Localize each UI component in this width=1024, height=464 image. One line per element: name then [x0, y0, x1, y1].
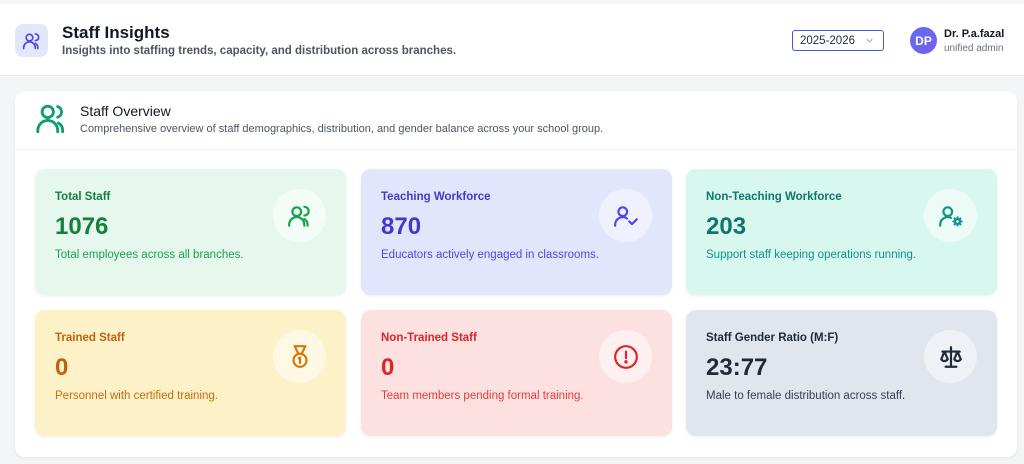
- card-value: 203: [706, 213, 747, 240]
- card-label: Teaching Workforce: [381, 191, 491, 203]
- card-value: 1076: [55, 213, 109, 240]
- card-value: 23:77: [706, 354, 768, 381]
- card-description: Personnel with certified training.: [55, 390, 218, 402]
- user-check-icon: [599, 189, 652, 242]
- teaching-workforce-card: Teaching Workforce 870 Educators activel…: [361, 169, 672, 295]
- academic-year-value: 2025-2026: [800, 34, 855, 47]
- card-label: Trained Staff: [55, 332, 125, 344]
- card-description: Male to female distribution across staff…: [706, 390, 906, 402]
- card-label: Non-Teaching Workforce: [706, 191, 842, 203]
- section-subtitle: Comprehensive overview of staff demograp…: [80, 123, 604, 135]
- alert-circle-icon: [599, 330, 652, 383]
- staff-overview-panel: Staff Overview Comprehensive overview of…: [15, 91, 1017, 457]
- panel-header: Staff Overview Comprehensive overview of…: [15, 91, 1017, 150]
- card-value: 870: [381, 213, 422, 240]
- users-icon: [36, 104, 65, 134]
- user-cog-icon: [924, 189, 977, 242]
- avatar[interactable]: DP: [910, 27, 937, 54]
- users-icon: [15, 24, 48, 57]
- card-description: Total employees across all branches.: [55, 249, 244, 261]
- users-icon: [273, 189, 326, 242]
- card-description: Team members pending formal training.: [381, 390, 584, 402]
- user-role: unified admin: [944, 43, 1004, 54]
- non-teaching-workforce-card: Non-Teaching Workforce 203 Support staff…: [686, 169, 997, 295]
- top-header: Staff Insights Insights into staffing tr…: [0, 4, 1024, 76]
- card-label: Staff Gender Ratio (M:F): [706, 332, 839, 344]
- chevron-down-icon: [866, 38, 873, 43]
- card-label: Total Staff: [55, 191, 111, 203]
- page-subtitle: Insights into staffing trends, capacity,…: [62, 45, 457, 57]
- card-description: Support staff keeping operations running…: [706, 249, 917, 261]
- non-trained-staff-card: Non-Trained Staff 0 Team members pending…: [361, 310, 672, 436]
- card-description: Educators actively engaged in classrooms…: [381, 249, 599, 261]
- page-title: Staff Insights: [62, 23, 170, 42]
- gender-ratio-card: Staff Gender Ratio (M:F) 23:77 Male to f…: [686, 310, 997, 436]
- medal-icon: [273, 330, 326, 383]
- total-staff-card: Total Staff 1076 Total employees across …: [35, 169, 346, 295]
- academic-year-select[interactable]: 2025-2026: [792, 30, 884, 51]
- trained-staff-card: Trained Staff 0 Personnel with certified…: [35, 310, 346, 436]
- scale-icon: [924, 330, 977, 383]
- card-value: 0: [381, 354, 395, 381]
- section-title: Staff Overview: [80, 103, 171, 119]
- card-label: Non-Trained Staff: [381, 332, 477, 344]
- card-value: 0: [55, 354, 69, 381]
- user-name: Dr. P.a.fazal: [944, 28, 1005, 40]
